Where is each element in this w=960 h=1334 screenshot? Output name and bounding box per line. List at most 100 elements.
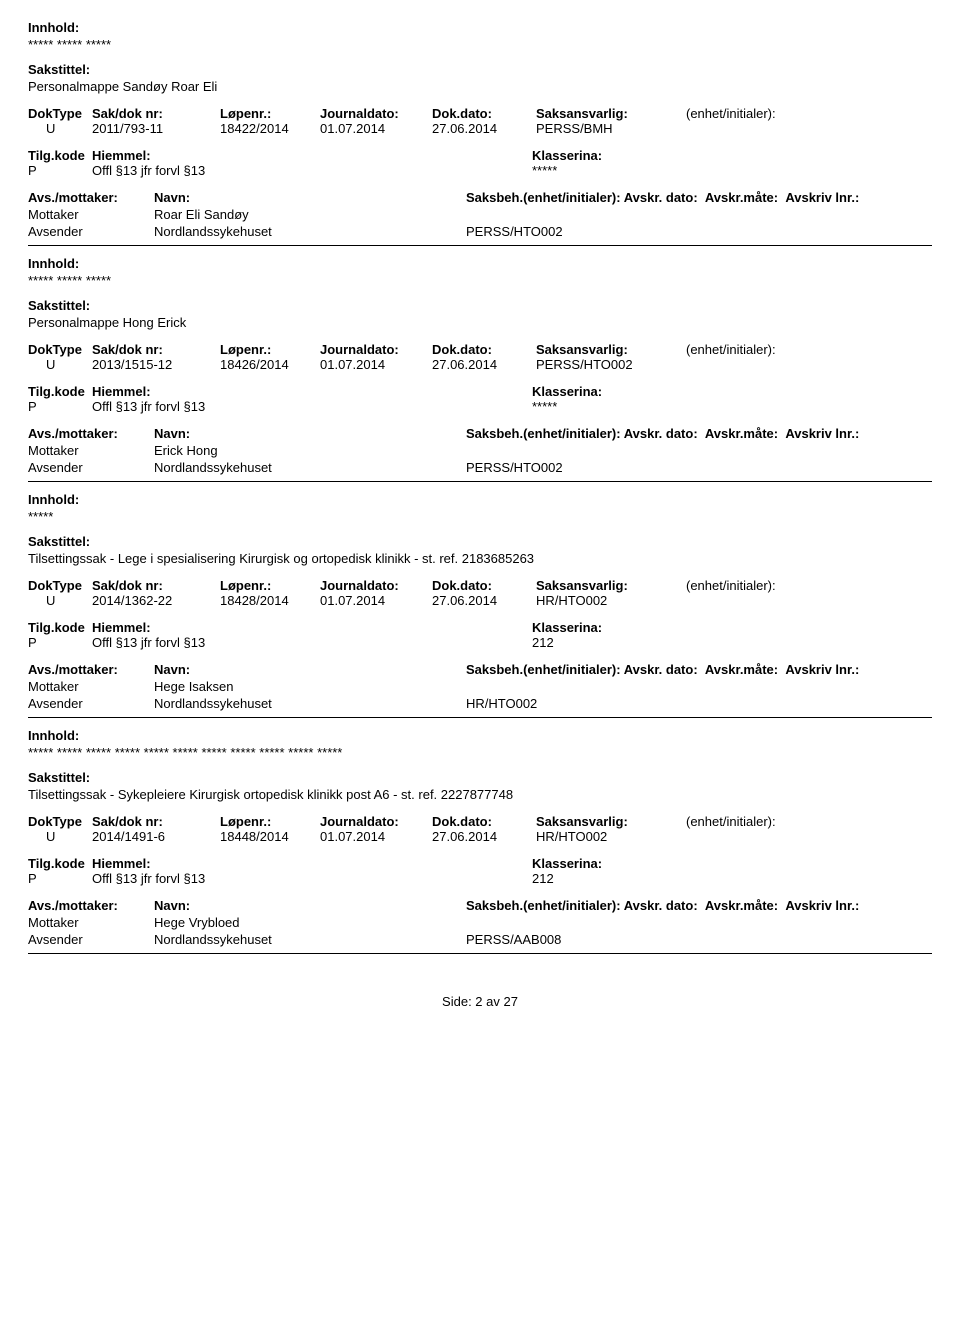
hjemmel-label: Hiemmel: (92, 620, 532, 635)
navn-label: Navn: (154, 190, 466, 205)
saksbeh-header: Saksbeh.(enhet/initialer): Avskr. dato: … (466, 898, 932, 913)
party-role: Mottaker (28, 207, 154, 222)
dokdato-value: 27.06.2014 (432, 357, 536, 372)
journaldato-value: 01.07.2014 (320, 829, 432, 844)
journaldato-label: Journaldato: (320, 578, 432, 593)
innhold-text: ***** ***** ***** (28, 37, 932, 52)
saknr-value: 2014/1491-6 (92, 829, 220, 844)
doktype-label: DokType (28, 106, 92, 121)
lopenr-label: Løpenr.: (220, 814, 320, 829)
hjemmel-value: Offl §13 jfr forvl §13 (92, 871, 532, 886)
dokdato-label: Dok.dato: (432, 814, 536, 829)
doktype-label: DokType (28, 814, 92, 829)
avsmottaker-header-row: Avs./mottaker:Navn:Saksbeh.(enhet/initia… (28, 898, 932, 913)
klassering-value: ***** (532, 399, 932, 414)
party-role: Avsender (28, 460, 154, 475)
avsmottaker-header-row: Avs./mottaker:Navn:Saksbeh.(enhet/initia… (28, 662, 932, 677)
doktype-label: DokType (28, 342, 92, 357)
doktype-value: U (28, 829, 92, 844)
hjemmel-label: Hiemmel: (92, 856, 532, 871)
meta-value-row: U2014/1491-618448/201401.07.201427.06.20… (28, 829, 932, 844)
enhet-label: (enhet/initialer): (686, 814, 932, 829)
tilgkode-label: Tilg.kode (28, 856, 92, 871)
sakstittel-label: Sakstittel: (28, 62, 932, 77)
hjemmel-value: Offl §13 jfr forvl §13 (92, 399, 532, 414)
journal-entry: Innhold:***** ***** ***** ***** ***** **… (28, 728, 932, 954)
lopenr-value: 18426/2014 (220, 357, 320, 372)
hjemmel-value-row: POffl §13 jfr forvl §13***** (28, 163, 932, 178)
party-saksbeh: HR/HTO002 (466, 696, 932, 711)
tilgkode-label: Tilg.kode (28, 384, 92, 399)
saksbeh-header: Saksbeh.(enhet/initialer): Avskr. dato: … (466, 426, 932, 441)
saksbeh-header: Saksbeh.(enhet/initialer): Avskr. dato: … (466, 190, 932, 205)
lopenr-value: 18448/2014 (220, 829, 320, 844)
dokdato-value: 27.06.2014 (432, 121, 536, 136)
hjemmel-value-row: POffl §13 jfr forvl §13212 (28, 635, 932, 650)
journaldato-label: Journaldato: (320, 106, 432, 121)
tilgkode-value: P (28, 635, 92, 650)
party-saksbeh (466, 443, 932, 458)
entry-divider (28, 481, 932, 482)
saksansvarlig-value: HR/HTO002 (536, 593, 686, 608)
navn-label: Navn: (154, 898, 466, 913)
party-navn: Hege Vrybloed (154, 915, 466, 930)
journal-entry: Innhold:***** ***** *****Sakstittel:Pers… (28, 256, 932, 482)
meta-header-row: DokTypeSak/dok nr:Løpenr.:Journaldato:Do… (28, 342, 932, 357)
party-row: AvsenderNordlandssykehusetPERSS/HTO002 (28, 460, 932, 475)
enhet-label: (enhet/initialer): (686, 106, 932, 121)
hjemmel-value: Offl §13 jfr forvl §13 (92, 635, 532, 650)
klassering-label: Klasserina: (532, 148, 932, 163)
dokdato-value: 27.06.2014 (432, 829, 536, 844)
sakstittel-label: Sakstittel: (28, 298, 932, 313)
meta-value-row: U2013/1515-1218426/201401.07.201427.06.2… (28, 357, 932, 372)
sakstittel-text: Personalmappe Sandøy Roar Eli (28, 79, 932, 94)
party-navn: Nordlandssykehuset (154, 224, 466, 239)
saksbeh-header: Saksbeh.(enhet/initialer): Avskr. dato: … (466, 662, 932, 677)
doktype-value: U (28, 357, 92, 372)
avsmottaker-label: Avs./mottaker: (28, 190, 154, 205)
saknr-label: Sak/dok nr: (92, 342, 220, 357)
lopenr-label: Løpenr.: (220, 578, 320, 593)
hjemmel-value: Offl §13 jfr forvl §13 (92, 163, 532, 178)
hjemmel-header-row: Tilg.kodeHiemmel:Klasserina: (28, 620, 932, 635)
saksansvarlig-value: HR/HTO002 (536, 829, 686, 844)
entry-divider (28, 245, 932, 246)
meta-header-row: DokTypeSak/dok nr:Løpenr.:Journaldato:Do… (28, 106, 932, 121)
enhet-label: (enhet/initialer): (686, 342, 932, 357)
innhold-label: Innhold: (28, 492, 932, 507)
meta-value-row: U2011/793-1118422/201401.07.201427.06.20… (28, 121, 932, 136)
saknr-label: Sak/dok nr: (92, 578, 220, 593)
enhet-label: (enhet/initialer): (686, 578, 932, 593)
saksansvarlig-label: Saksansvarlig: (536, 578, 686, 593)
hjemmel-header-row: Tilg.kodeHiemmel:Klasserina: (28, 856, 932, 871)
party-role: Avsender (28, 932, 154, 947)
klassering-value: 212 (532, 635, 932, 650)
lopenr-label: Løpenr.: (220, 342, 320, 357)
saknr-value: 2013/1515-12 (92, 357, 220, 372)
party-saksbeh (466, 915, 932, 930)
avsmottaker-label: Avs./mottaker: (28, 898, 154, 913)
saksansvarlig-value: PERSS/BMH (536, 121, 686, 136)
tilgkode-value: P (28, 871, 92, 886)
tilgkode-value: P (28, 399, 92, 414)
doktype-value: U (28, 121, 92, 136)
saknr-label: Sak/dok nr: (92, 814, 220, 829)
party-navn: Roar Eli Sandøy (154, 207, 466, 222)
journal-entry: Innhold:***** ***** *****Sakstittel:Pers… (28, 20, 932, 246)
avsmottaker-label: Avs./mottaker: (28, 662, 154, 677)
party-row: MottakerHege Vrybloed (28, 915, 932, 930)
party-navn: Hege Isaksen (154, 679, 466, 694)
party-role: Mottaker (28, 443, 154, 458)
party-navn: Nordlandssykehuset (154, 932, 466, 947)
saksansvarlig-label: Saksansvarlig: (536, 814, 686, 829)
party-role: Mottaker (28, 915, 154, 930)
party-saksbeh: PERSS/AAB008 (466, 932, 932, 947)
party-row: AvsenderNordlandssykehusetPERSS/HTO002 (28, 224, 932, 239)
saknr-value: 2014/1362-22 (92, 593, 220, 608)
saksansvarlig-label: Saksansvarlig: (536, 342, 686, 357)
enhet-value (686, 121, 932, 136)
party-row: AvsenderNordlandssykehusetHR/HTO002 (28, 696, 932, 711)
avsmottaker-header-row: Avs./mottaker:Navn:Saksbeh.(enhet/initia… (28, 426, 932, 441)
lopenr-label: Løpenr.: (220, 106, 320, 121)
innhold-text: ***** (28, 509, 932, 524)
